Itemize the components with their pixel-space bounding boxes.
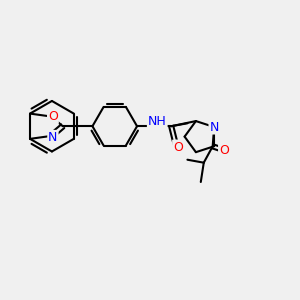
Text: N: N (48, 131, 58, 144)
Text: O: O (219, 144, 229, 157)
Text: N: N (209, 121, 219, 134)
Text: NH: NH (148, 115, 167, 128)
Text: O: O (48, 110, 58, 123)
Text: O: O (173, 140, 183, 154)
